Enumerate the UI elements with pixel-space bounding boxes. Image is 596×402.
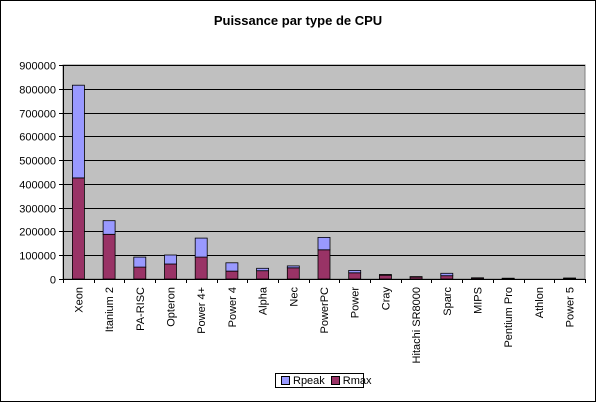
bar-rpeak [256,267,270,272]
x-tick-label: Xeon [73,287,85,313]
x-tick-label: Cray [380,287,392,311]
bar-rmax [133,266,147,280]
bar-rpeak [133,256,147,268]
bar-rpeak [194,237,208,258]
legend-swatch-rpeak [281,376,290,385]
bar-rmax [102,233,116,280]
x-tick-label: Opteron [165,287,177,327]
bar-rmax [72,177,85,280]
bar-rpeak [164,254,177,265]
bar-rmax [194,256,208,280]
y-tick-label: 900000 [19,61,56,73]
x-tick-label: Nec [288,287,300,307]
bar-rpeak [348,269,362,274]
x-tick-label: Hitachi SR8000 [411,287,423,363]
bar-rpeak [378,274,392,276]
legend: Rpeak Rmax [275,373,372,388]
y-tick-label: 0 [50,275,56,287]
x-tick-label: PA-RISC [135,287,147,331]
bar-rmax [378,274,392,280]
x-tick-label: Power 5 [565,287,577,327]
bar-rmax [440,275,454,280]
y-tick-label: 300000 [19,204,56,216]
bar-rmax [256,270,270,280]
legend-label-rpeak: Rpeak [293,374,325,387]
y-tick-label: 800000 [19,85,56,97]
x-tick-label: PowerPC [319,287,331,334]
y-tick-label: 500000 [19,156,56,168]
x-tick-label: MIPS [473,287,485,314]
legend-item-rmax: Rmax [330,374,372,387]
chart-title: Puissance par type de CPU [213,13,383,28]
x-tick-label: Alpha [258,286,270,315]
bar-rpeak [225,262,239,272]
bar-rmax [225,270,239,280]
x-tick-label: Sparc [442,287,454,316]
x-tick-label: Pentium Pro [503,287,515,348]
legend-label-rmax: Rmax [342,374,372,387]
bar-rpeak [286,265,300,269]
bar-rpeak [72,84,85,179]
x-tick-label: Power 4+ [196,287,208,334]
x-tick-label: Athlon [534,287,546,318]
y-tick-label: 400000 [19,180,56,192]
y-tick-label: 700000 [19,109,56,121]
x-tick-label: Power [350,287,362,319]
legend-swatch-rmax [330,376,340,385]
bar-rmax [317,249,331,280]
legend-item-rpeak: Rpeak [281,375,325,387]
bar-rmax [164,263,177,280]
bar-rmax [286,267,300,280]
y-tick-label: 600000 [19,132,56,144]
x-tick-label: Itanium 2 [104,287,116,332]
x-tick-label: Power 4 [227,287,239,327]
bar-rpeak [409,276,423,278]
bar-rpeak [440,272,454,277]
bar-rmax [348,272,362,280]
bar-rpeak [317,236,331,251]
bar-rpeak [102,220,116,235]
y-tick-label: 200000 [19,227,56,239]
y-tick-label: 100000 [19,251,56,263]
